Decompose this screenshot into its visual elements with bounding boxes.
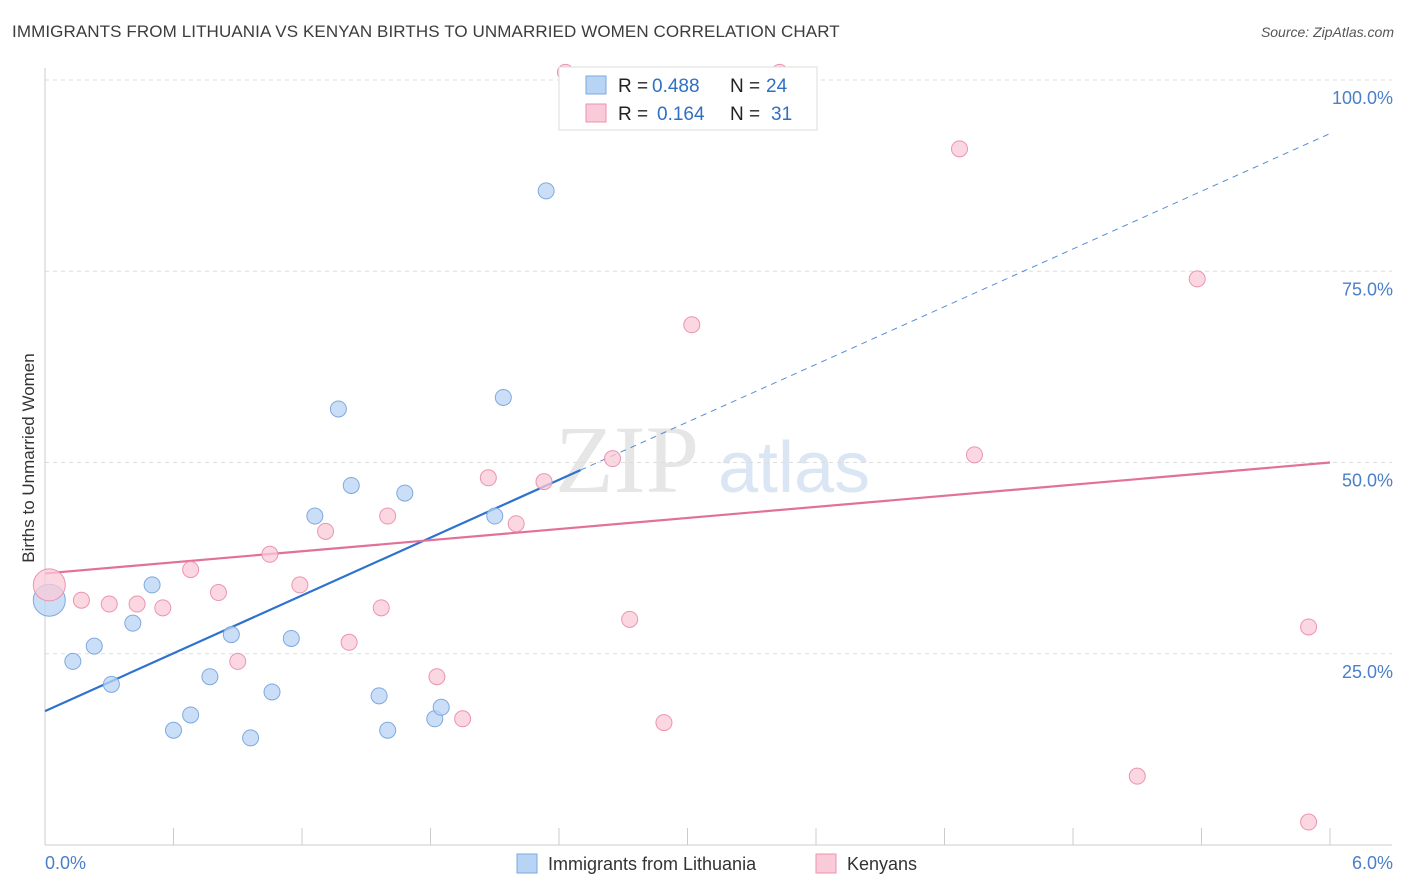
y-tick-label-0: 25.0% bbox=[1342, 662, 1393, 682]
point-kenyans-10 bbox=[317, 522, 335, 540]
point-lithuania-11 bbox=[263, 683, 281, 701]
trend-line-lithuania-extension bbox=[580, 133, 1331, 471]
legend-r-label-2: R = bbox=[618, 104, 648, 125]
point-kenyans-4 bbox=[154, 599, 172, 617]
point-kenyans-0 bbox=[32, 568, 66, 602]
point-kenyans-23 bbox=[683, 316, 701, 334]
point-lithuania-3 bbox=[102, 675, 120, 693]
point-kenyans-5 bbox=[182, 561, 200, 579]
point-kenyans-30 bbox=[1300, 813, 1318, 831]
point-lithuania-6 bbox=[165, 721, 182, 739]
watermark-zip: ZIP bbox=[555, 406, 699, 513]
point-kenyans-22 bbox=[655, 714, 673, 732]
point-kenyans-28 bbox=[1188, 270, 1206, 288]
chart-title: IMMIGRANTS FROM LITHUANIA VS KENYAN BIRT… bbox=[12, 22, 840, 41]
series-legend-swatch-lithuania bbox=[516, 853, 538, 874]
y-tick-labels: 25.0% 50.0% 75.0% 100.0% bbox=[1332, 88, 1393, 682]
correlation-legend: R = 0.488 N = 24 R = 0.164 N = 31 bbox=[558, 66, 818, 131]
point-kenyans-13 bbox=[379, 507, 397, 525]
point-kenyans-20 bbox=[604, 450, 622, 468]
point-lithuania-1 bbox=[64, 652, 82, 670]
point-kenyans-25 bbox=[950, 140, 968, 158]
legend-r-value-2: 0.164 bbox=[657, 104, 705, 125]
point-kenyans-17 bbox=[507, 515, 525, 533]
point-kenyans-26 bbox=[965, 446, 983, 464]
series-legend-label-lithuania: Immigrants from Lithuania bbox=[548, 854, 757, 874]
legend-n-value-1: 24 bbox=[766, 76, 788, 97]
point-kenyans-11 bbox=[340, 633, 358, 651]
point-lithuania-2 bbox=[85, 637, 103, 655]
point-kenyans-27 bbox=[1128, 767, 1146, 785]
y-tick-label-2: 75.0% bbox=[1342, 279, 1393, 299]
point-lithuania-10 bbox=[242, 729, 260, 747]
point-kenyans-12 bbox=[372, 599, 390, 617]
legend-r-label-1: R = bbox=[618, 76, 648, 97]
point-lithuania-16 bbox=[370, 687, 388, 705]
point-kenyans-6 bbox=[209, 584, 227, 602]
point-lithuania-12 bbox=[282, 629, 300, 647]
point-kenyans-9 bbox=[291, 576, 309, 594]
legend-n-value-2: 31 bbox=[771, 104, 792, 125]
legend-swatch-pink bbox=[585, 103, 607, 123]
y-tick-label-1: 50.0% bbox=[1342, 471, 1393, 491]
legend-swatch-blue bbox=[585, 75, 607, 95]
trend-line-lithuania bbox=[44, 469, 581, 713]
point-kenyans-18 bbox=[535, 473, 553, 491]
point-lithuania-18 bbox=[396, 484, 414, 502]
series-legend-label-kenyans: Kenyans bbox=[847, 854, 917, 874]
point-kenyans-1 bbox=[72, 591, 90, 609]
legend-n-label-1: N = bbox=[730, 76, 760, 97]
point-kenyans-29 bbox=[1300, 618, 1318, 636]
point-lithuania-17 bbox=[379, 721, 397, 739]
point-lithuania-20 bbox=[432, 698, 450, 716]
point-lithuania-9 bbox=[222, 626, 240, 644]
point-kenyans-15 bbox=[454, 710, 472, 728]
series-legend-swatch-kenyans bbox=[815, 853, 837, 874]
axes bbox=[44, 68, 1392, 846]
y-tick-label-3: 100.0% bbox=[1332, 88, 1393, 108]
legend-n-label-2: N = bbox=[730, 104, 760, 125]
point-kenyans-2 bbox=[100, 595, 118, 613]
point-lithuania-22 bbox=[494, 388, 512, 406]
y-axis-label: Births to Unmarried Women bbox=[19, 353, 38, 562]
point-lithuania-7 bbox=[182, 706, 200, 724]
point-kenyans-21 bbox=[621, 610, 639, 628]
point-lithuania-5 bbox=[143, 576, 161, 594]
point-kenyans-16 bbox=[479, 469, 497, 487]
x-tick-labels: 0.0% 6.0% bbox=[45, 853, 1393, 873]
point-kenyans-3 bbox=[128, 595, 146, 613]
legend-r-value-1: 0.488 bbox=[652, 76, 700, 97]
trend-line-kenyans bbox=[44, 461, 1331, 575]
point-kenyans-8 bbox=[261, 545, 279, 563]
point-lithuania-21 bbox=[486, 507, 504, 525]
data-points bbox=[32, 63, 1318, 831]
point-lithuania-15 bbox=[342, 476, 360, 494]
point-lithuania-14 bbox=[329, 400, 347, 418]
point-lithuania-8 bbox=[201, 668, 219, 686]
point-kenyans-7 bbox=[229, 652, 247, 670]
x-tick-label-1: 6.0% bbox=[1352, 853, 1393, 873]
gridlines bbox=[45, 79, 1392, 655]
source-label: Source: ZipAtlas.com bbox=[1260, 24, 1394, 40]
point-lithuania-13 bbox=[306, 507, 324, 525]
point-lithuania-23 bbox=[537, 182, 555, 200]
series-legend: Immigrants from Lithuania Kenyans bbox=[516, 853, 917, 874]
watermark-atlas: atlas bbox=[718, 428, 870, 508]
point-lithuania-4 bbox=[124, 614, 142, 632]
x-tick-label-0: 0.0% bbox=[45, 853, 86, 873]
point-kenyans-14 bbox=[428, 668, 446, 686]
